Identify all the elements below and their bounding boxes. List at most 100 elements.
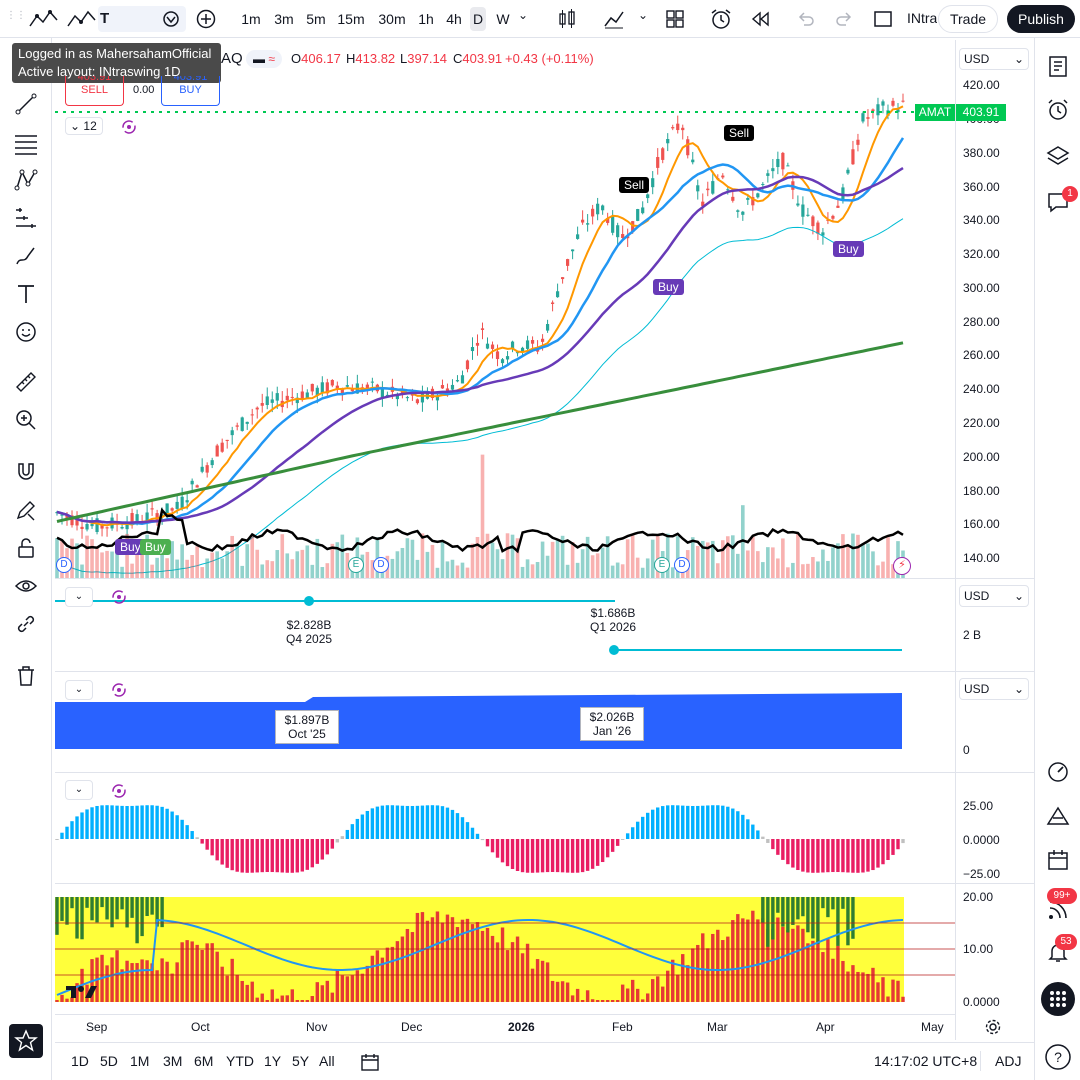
- earnings-marker[interactable]: E: [348, 557, 364, 573]
- ruler-icon[interactable]: [14, 370, 38, 394]
- add-symbol-icon[interactable]: [162, 10, 180, 28]
- volume-bar: [525, 559, 530, 578]
- lightning-icon[interactable]: ⚡: [893, 557, 911, 575]
- forecasting-icon[interactable]: [14, 206, 38, 230]
- timeframe-15m[interactable]: 15m: [337, 11, 365, 27]
- range-5y[interactable]: 5Y: [292, 1053, 310, 1069]
- range-1d[interactable]: 1D: [71, 1053, 89, 1069]
- eye-icon[interactable]: [14, 574, 38, 598]
- link-icon[interactable]: [14, 612, 38, 636]
- pane-collapse-button[interactable]: ⌄: [65, 587, 93, 607]
- dividend-marker[interactable]: D: [56, 557, 72, 573]
- pane-separator[interactable]: [55, 671, 1034, 672]
- products-button[interactable]: [1041, 982, 1075, 1016]
- plus-circle-icon[interactable]: [196, 9, 216, 29]
- dividend-marker[interactable]: D: [674, 557, 690, 573]
- sync-icon[interactable]: [110, 782, 128, 800]
- text-tool-icon[interactable]: [14, 282, 38, 306]
- range-6m[interactable]: 6M: [194, 1053, 214, 1069]
- drag-handle-icon[interactable]: ⋮⋮: [6, 10, 26, 21]
- currency-select[interactable]: USD ⌄: [959, 585, 1029, 607]
- publish-button[interactable]: Publish: [1007, 5, 1075, 33]
- currency-select[interactable]: USD ⌄: [959, 48, 1029, 70]
- momentum-bar: [806, 839, 810, 873]
- price-chart[interactable]: [55, 40, 955, 1040]
- range-ytd[interactable]: YTD: [226, 1053, 254, 1069]
- volume-bar: [240, 565, 245, 578]
- momentum-bar: [861, 839, 865, 873]
- range-3m[interactable]: 3M: [163, 1053, 183, 1069]
- sell-button[interactable]: 403.91 SELL: [65, 76, 124, 106]
- watchlist-icon[interactable]: [1046, 54, 1070, 78]
- magnet-icon[interactable]: [14, 460, 38, 484]
- sync-icon[interactable]: [110, 681, 128, 699]
- brush-icon[interactable]: [14, 244, 38, 268]
- help-icon[interactable]: ?: [1044, 1043, 1072, 1071]
- replay-icon[interactable]: [750, 9, 770, 29]
- trend-strength-bar: [65, 998, 69, 1002]
- pattern-icon[interactable]: [14, 168, 38, 192]
- pane-separator[interactable]: [55, 883, 1034, 884]
- target-icon[interactable]: [1046, 760, 1070, 784]
- layout-name[interactable]: INtra: [907, 10, 937, 26]
- timeframe-30m[interactable]: 30m: [378, 11, 406, 27]
- trend-strength-bar: [230, 958, 234, 1002]
- dividend-marker[interactable]: D: [373, 557, 389, 573]
- fib-retracement-icon[interactable]: [14, 132, 38, 156]
- timeframe-d[interactable]: D: [470, 7, 486, 31]
- ideas-icon[interactable]: [1046, 804, 1070, 828]
- clock-display[interactable]: 14:17:02 UTC+8: [874, 1053, 978, 1069]
- price-axis-label: 240.00: [963, 382, 1000, 396]
- timeframe-4h[interactable]: 4h: [446, 11, 462, 27]
- momentum-bar: [265, 839, 269, 873]
- undo-icon[interactable]: [796, 9, 816, 29]
- drawing-mode-icon[interactable]: [14, 498, 38, 522]
- timeframe-1m[interactable]: 1m: [241, 11, 261, 27]
- range-5d[interactable]: 5D: [100, 1053, 118, 1069]
- zoom-in-icon[interactable]: [14, 408, 38, 432]
- indicators-collapse-button[interactable]: ⌄ 12: [65, 117, 103, 135]
- range-1m[interactable]: 1M: [130, 1053, 150, 1069]
- tradingview-logo-icon[interactable]: [66, 984, 100, 1000]
- redo-icon[interactable]: [834, 9, 854, 29]
- lock-icon[interactable]: [14, 536, 38, 560]
- trend-line-icon[interactable]: [14, 92, 38, 116]
- adj-toggle[interactable]: ADJ: [995, 1053, 1022, 1069]
- sync-icon[interactable]: [110, 588, 128, 606]
- range-all[interactable]: All: [319, 1053, 335, 1069]
- buy-button[interactable]: 403.91 BUY: [161, 76, 220, 106]
- trash-icon[interactable]: [14, 664, 38, 688]
- trade-button[interactable]: Trade: [938, 5, 998, 33]
- settings-gear-icon[interactable]: [985, 1019, 1001, 1035]
- sync-icon[interactable]: [120, 118, 138, 136]
- emoji-icon[interactable]: [14, 320, 38, 344]
- indicator-templates-icon[interactable]: [28, 8, 60, 30]
- timeframe-dropdown-icon[interactable]: ⌄: [518, 8, 529, 22]
- timeframe-3m[interactable]: 3m: [274, 11, 294, 27]
- pane-collapse-button[interactable]: ⌄: [65, 780, 93, 800]
- candle-body: [676, 123, 680, 131]
- pane-separator[interactable]: [55, 772, 1034, 773]
- date-range-icon[interactable]: [360, 1052, 380, 1072]
- alert-clock-icon[interactable]: [710, 8, 732, 30]
- timeframe-w[interactable]: W: [496, 11, 510, 27]
- favorites-button[interactable]: [9, 1024, 43, 1058]
- candles-icon[interactable]: [557, 8, 577, 30]
- earnings-marker[interactable]: E: [654, 557, 670, 573]
- indicators-icon[interactable]: [603, 8, 625, 30]
- symbol-search[interactable]: T: [98, 6, 186, 32]
- range-1y[interactable]: 1Y: [264, 1053, 282, 1069]
- fullscreen-icon[interactable]: [873, 9, 893, 29]
- layers-icon[interactable]: [1046, 144, 1070, 168]
- pane-collapse-button[interactable]: ⌄: [65, 680, 93, 700]
- timeframe-1h[interactable]: 1h: [418, 11, 434, 27]
- alarm-clock-icon[interactable]: [1046, 98, 1070, 122]
- layouts-icon[interactable]: [665, 9, 685, 29]
- calendar-icon[interactable]: [1046, 848, 1070, 872]
- indicators-dropdown-icon[interactable]: ⌄: [638, 8, 649, 22]
- currency-select[interactable]: USD ⌄: [959, 678, 1029, 700]
- candle-body: [631, 221, 635, 233]
- compare-icon[interactable]: [66, 8, 98, 30]
- pane-separator[interactable]: [55, 578, 1034, 579]
- timeframe-5m[interactable]: 5m: [306, 11, 326, 27]
